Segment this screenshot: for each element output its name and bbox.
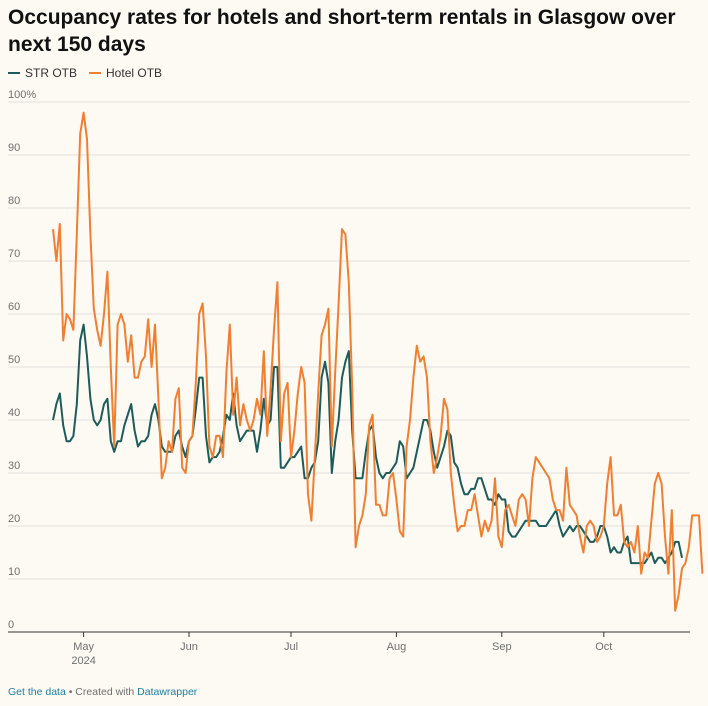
- y-axis: 0 10 20 30 40 50 60 70 80 90 100%: [8, 90, 36, 631]
- footer-credit-text: • Created with: [65, 686, 138, 698]
- y-tick-label: 100%: [8, 90, 36, 101]
- y-tick-label: 60: [8, 301, 20, 313]
- footer: Get the data • Created with Datawrapper: [8, 686, 197, 698]
- line-chart: 0 10 20 30 40 50 60 70 80 90 100% May 2024 Jun Jul Aug…: [8, 90, 704, 667]
- y-tick-label: 20: [8, 513, 20, 525]
- x-tick-label: Sep: [492, 641, 512, 653]
- legend-label-str: STR OTB: [25, 66, 78, 80]
- legend-item-str[interactable]: STR OTB: [8, 66, 77, 80]
- chart-title: Occupancy rates for hotels and short-ter…: [8, 6, 676, 56]
- datawrapper-link[interactable]: Datawrapper: [137, 686, 198, 698]
- series-line-hotel-otb[interactable]: [52, 111, 704, 612]
- y-tick-label: 80: [8, 195, 20, 207]
- x-tick-label: Jul: [284, 641, 298, 653]
- legend-swatch-hotel: [89, 72, 102, 74]
- y-tick-label: 10: [8, 566, 20, 578]
- x-tick-sublabel: 2024: [71, 655, 95, 667]
- x-tick-label: May: [73, 641, 94, 653]
- series-lines: [52, 111, 704, 612]
- y-tick-label: 30: [8, 460, 20, 472]
- y-tick-label: 0: [8, 619, 14, 631]
- y-tick-label: 70: [8, 248, 20, 260]
- get-data-link[interactable]: Get the data: [8, 686, 66, 698]
- x-tick-label: Aug: [387, 641, 407, 653]
- x-tick-label: Jun: [180, 641, 198, 653]
- x-tick-label: Oct: [595, 641, 612, 653]
- y-tick-label: 40: [8, 407, 20, 419]
- legend-swatch-str: [8, 72, 20, 74]
- x-axis: May 2024 Jun Jul Aug Sep Oct: [71, 632, 612, 667]
- legend-label-hotel: Hotel OTB: [106, 66, 163, 80]
- y-tick-label: 50: [8, 354, 20, 366]
- legend-item-hotel[interactable]: Hotel OTB: [89, 66, 162, 80]
- legend: STR OTB Hotel OTB: [8, 66, 174, 80]
- y-tick-label: 90: [8, 142, 20, 154]
